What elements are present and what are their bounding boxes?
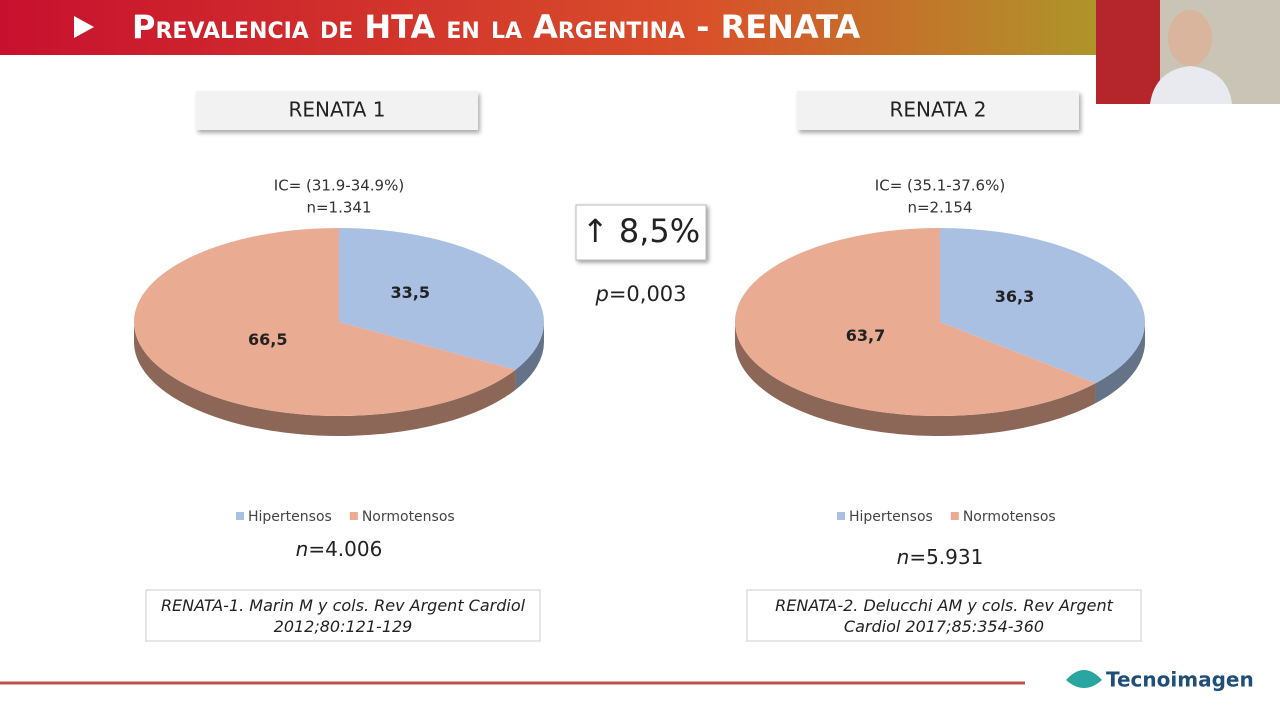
n-total: n=4.006 (296, 537, 383, 561)
logo-icon (1066, 670, 1102, 688)
legend-label: Normotensos (963, 509, 1056, 525)
n-symbol: n (897, 545, 910, 569)
pie-slice (940, 228, 1145, 384)
reference-line: RENATA-2. Delucchi AM y cols. Rev Argent (775, 596, 1113, 615)
value-label: 36,3 (995, 287, 1034, 306)
legend-label: Hipertensos (849, 509, 933, 525)
reference-line: RENATA-1. Marin M y cols. Rev Argent Car… (161, 596, 526, 615)
legend-label: Normotensos (362, 509, 455, 525)
chart-title-box (196, 91, 478, 130)
n-text: =5.931 (909, 545, 983, 569)
reference-box (145, 589, 541, 642)
header-bar (0, 0, 1280, 55)
legend-swatch (950, 512, 959, 520)
chart-annotation: n=2.154 (907, 199, 972, 217)
pie-side (515, 322, 544, 390)
legend-swatch (349, 512, 358, 520)
legend-label: Hipertensos (248, 509, 332, 525)
chart-subtitle: IC= (31.9-34.9%) (274, 177, 404, 195)
pie-side (735, 322, 1096, 436)
change-label: ↑ 8,5% (582, 212, 700, 250)
value-label: 63,7 (846, 326, 885, 345)
logo-text: Tecnoimagen (1106, 668, 1254, 692)
p-text: =0,003 (609, 282, 687, 306)
p-symbol: p (594, 282, 608, 306)
reference: RENATA-2. Delucchi AM y cols. Rev Argent… (775, 596, 1113, 636)
chart-title: RENATA 2 (889, 98, 986, 122)
reference-line: 2012;80:121-129 (274, 617, 413, 636)
chart-title: RENATA 1 (288, 98, 385, 122)
speaker-face (1168, 10, 1212, 66)
pie-slice (339, 228, 544, 370)
legend-swatch (236, 512, 244, 520)
value-label: 33,5 (390, 283, 429, 302)
n-text: =4.006 (308, 537, 382, 561)
speaker-body (1150, 66, 1232, 104)
pie-slice (133, 228, 516, 416)
pie-side (1095, 322, 1145, 404)
chart-annotation: n=1.341 (306, 199, 371, 217)
play-icon (74, 16, 94, 38)
change-box (575, 204, 707, 261)
slide-title: Prevalencia de HTA en la Argentina - REN… (132, 8, 860, 46)
reference-line: Cardiol 2017;85:354-360 (844, 617, 1044, 636)
pie-slice (735, 228, 1096, 417)
n-symbol: n (296, 537, 309, 561)
value-label: 66,5 (248, 330, 287, 349)
reference-box (746, 589, 1142, 642)
chart-subtitle: IC= (35.1-37.6%) (875, 177, 1005, 195)
n-total: n=5.931 (897, 545, 984, 569)
legend-swatch (837, 512, 845, 520)
p-value: p=0,003 (594, 282, 686, 306)
reference: RENATA-1. Marin M y cols. Rev Argent Car… (161, 596, 526, 636)
chart-title-box (797, 91, 1079, 130)
pie-side (134, 322, 516, 436)
